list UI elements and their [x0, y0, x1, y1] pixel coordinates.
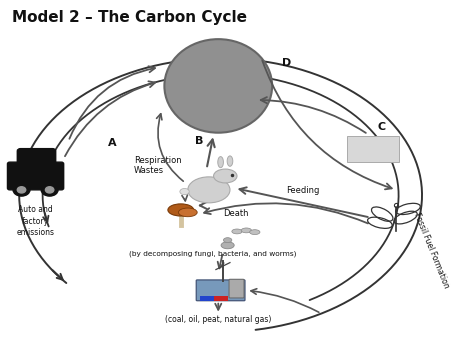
Text: Fossil Fuel Formation: Fossil Fuel Formation: [412, 212, 451, 290]
FancyBboxPatch shape: [196, 280, 245, 301]
Ellipse shape: [180, 188, 189, 195]
Text: (by decomposing fungi, bacteria, and worms): (by decomposing fungi, bacteria, and wor…: [129, 251, 297, 257]
Ellipse shape: [164, 39, 272, 133]
Text: Wastes: Wastes: [134, 166, 164, 175]
Text: Model 2 – The Carbon Cycle: Model 2 – The Carbon Cycle: [12, 10, 247, 25]
Ellipse shape: [241, 228, 252, 233]
Text: (coal, oil, peat, natural gas): (coal, oil, peat, natural gas): [165, 315, 272, 324]
Circle shape: [46, 187, 54, 193]
Ellipse shape: [168, 204, 194, 216]
Text: Feeding: Feeding: [286, 186, 319, 195]
Text: C: C: [377, 122, 386, 132]
FancyBboxPatch shape: [8, 162, 64, 190]
Ellipse shape: [221, 242, 234, 249]
Ellipse shape: [250, 230, 260, 234]
FancyBboxPatch shape: [200, 296, 214, 301]
Ellipse shape: [218, 157, 223, 168]
Ellipse shape: [178, 208, 197, 217]
Text: Respiration: Respiration: [134, 156, 182, 165]
Text: A: A: [108, 138, 117, 148]
Ellipse shape: [214, 169, 237, 183]
Ellipse shape: [227, 156, 233, 166]
Circle shape: [13, 184, 30, 196]
FancyBboxPatch shape: [229, 279, 244, 298]
Circle shape: [41, 184, 58, 196]
Text: B: B: [195, 136, 204, 146]
FancyBboxPatch shape: [200, 296, 228, 301]
Ellipse shape: [232, 229, 242, 234]
Circle shape: [17, 187, 26, 193]
FancyBboxPatch shape: [347, 136, 399, 162]
Text: Auto and
factory
emissions: Auto and factory emissions: [17, 206, 55, 237]
Text: Death: Death: [223, 209, 248, 218]
FancyBboxPatch shape: [17, 149, 56, 167]
Ellipse shape: [223, 238, 232, 243]
Ellipse shape: [188, 177, 230, 203]
Text: D: D: [282, 57, 291, 68]
